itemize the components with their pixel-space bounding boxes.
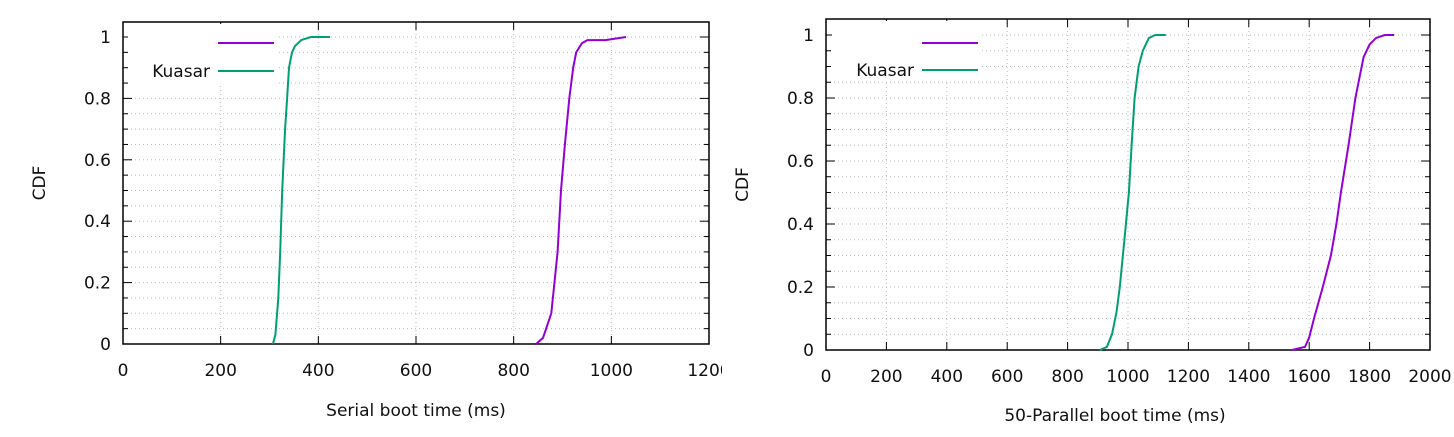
x-tick-label: 400 [302,361,334,381]
y-tick-label: 0.2 [84,274,111,294]
x-tick-label: 200 [204,361,236,381]
legend-label: Kuasar [856,61,914,81]
x-tick-label: 1600 [1288,367,1331,387]
y-tick-label: 0.4 [84,212,111,232]
x-axis-label: Serial boot time (ms) [326,401,506,421]
y-axis-label: CDF [733,167,753,202]
plot-frame [122,21,710,345]
y-tick-label: 0 [803,341,814,361]
y-tick-label: 0.4 [787,215,814,235]
x-tick-label: 1200 [687,361,730,381]
y-tick-label: 1 [803,26,814,46]
x-tick-label: 600 [400,361,432,381]
y-axis-label: CDF [30,166,50,201]
series-line-kuasar [271,36,331,345]
y-tick-label: 0.8 [84,89,111,109]
x-tick-label: 0 [821,367,832,387]
y-tick-label: 0.8 [787,89,814,109]
series-line-series-1 [535,36,627,345]
series-line-series-1 [1291,34,1395,351]
y-tick-label: 1 [100,28,111,48]
x-tick-label: 800 [497,361,529,381]
x-axis-label: 50-Parallel boot time (ms) [1004,406,1225,426]
x-tick-label: 800 [1051,367,1083,387]
x-tick-label: 1000 [590,361,633,381]
y-tick-label: 0.2 [787,278,814,298]
y-tick-label: 0.6 [787,152,814,172]
y-tick-label: 0 [100,335,111,355]
x-tick-label: 200 [870,367,902,387]
chart-2: 0 200 400 600 800 1000 1200 1400 1600 1800 2000 0 0.… [733,18,1452,426]
x-tick-label: 1400 [1227,367,1270,387]
x-tick-label: 2000 [1408,367,1451,387]
x-tick-label: 1000 [1106,367,1149,387]
y-tick-label: 0.6 [84,151,111,171]
x-tick-label: 600 [991,367,1023,387]
legend-label: Kuasar [152,62,210,82]
series-line-kuasar [1099,34,1166,351]
x-tick-label: 1200 [1167,367,1210,387]
legend-box [128,24,278,84]
x-tick-label: 400 [931,367,963,387]
x-tick-label: 1800 [1348,367,1391,387]
plot-frame [825,18,1431,351]
clip-mask [722,355,752,385]
chart-1: 0 200 400 600 800 1000 1200 0 0.2 0.4 0.6 0.8 1 Kuasa… [30,21,731,421]
x-tick-label: 0 [118,361,129,381]
